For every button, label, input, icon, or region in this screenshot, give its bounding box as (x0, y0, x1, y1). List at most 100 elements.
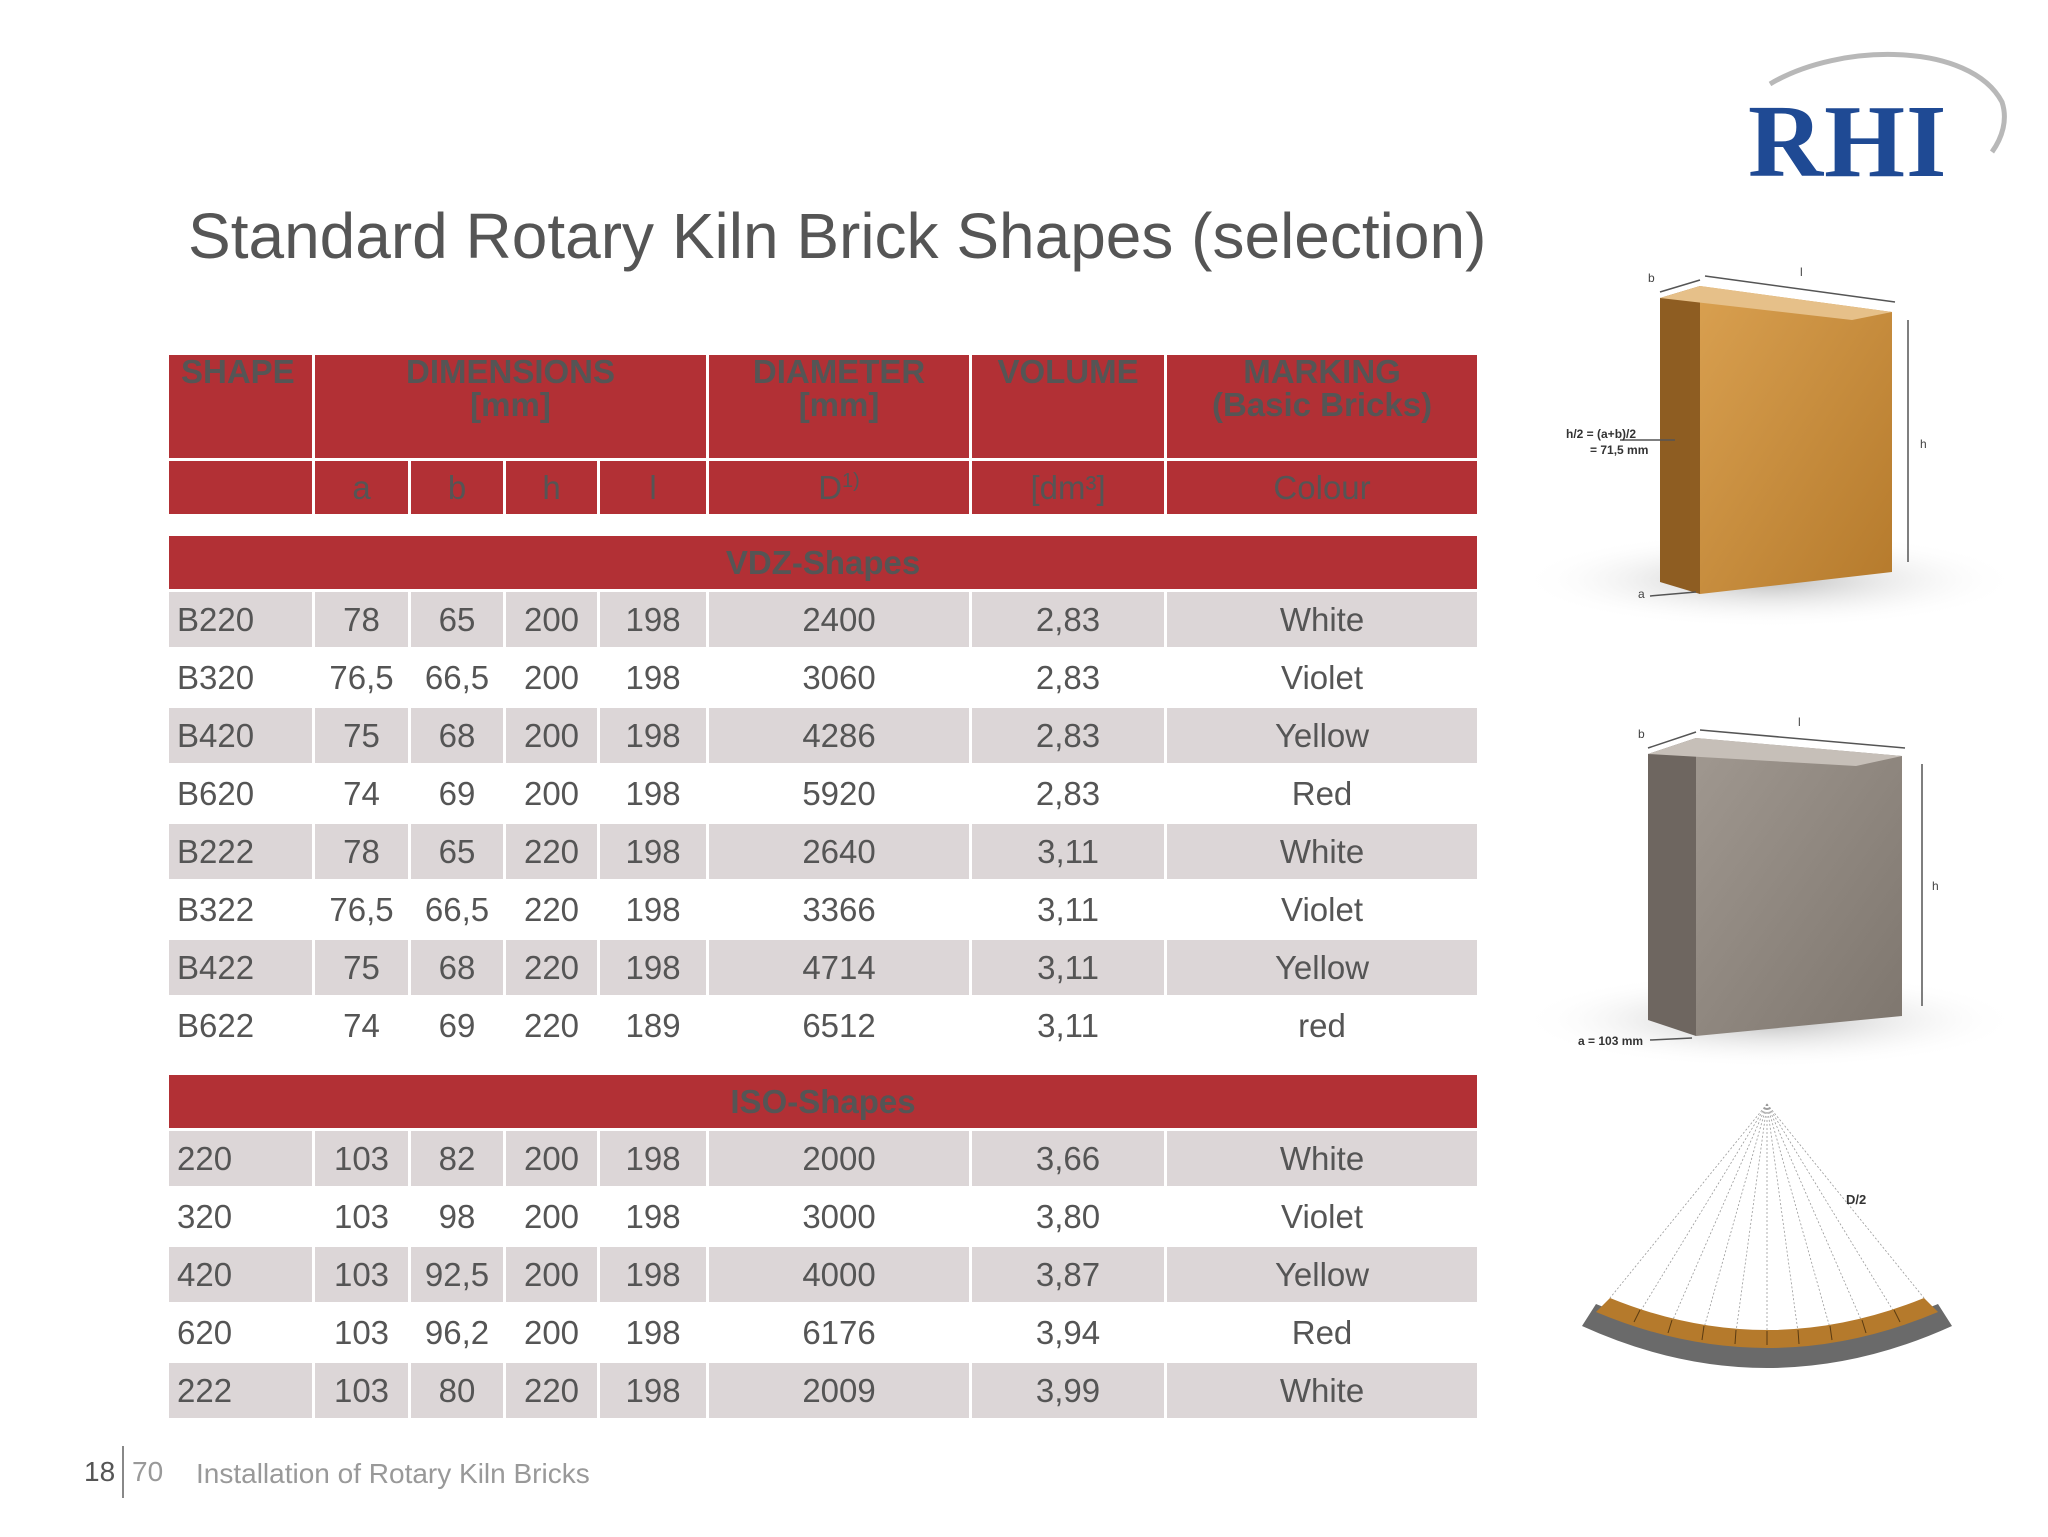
table-cell: 200 (506, 650, 597, 705)
subheader-b: b (411, 461, 503, 514)
table-cell: B622 (169, 998, 312, 1053)
table-cell: 2,83 (972, 592, 1165, 647)
header-diameter-line1: DIAMETER (752, 355, 926, 390)
table-cell: B422 (169, 940, 312, 995)
table-cell: 103 (315, 1305, 408, 1360)
table-cell: 78 (315, 592, 408, 647)
table-cell: 3,99 (972, 1363, 1165, 1418)
subheader-d: D1) (709, 461, 970, 514)
subheader-a: a (315, 461, 408, 514)
table-row: B422 75 68 220 198 4714 3,11 Yellow (169, 940, 1478, 995)
table-cell: 2009 (709, 1363, 970, 1418)
brick1-label-b: b (1648, 271, 1655, 285)
subheader-h: h (506, 461, 597, 514)
table-cell: 2,83 (972, 766, 1165, 821)
table-cell: 5920 (709, 766, 970, 821)
table-cell: 92,5 (411, 1247, 503, 1302)
table-row: B622 74 69 220 189 6512 3,11 red (169, 998, 1478, 1053)
table-cell: B322 (169, 882, 312, 937)
section-spacer (169, 517, 1477, 533)
table-cell: 2640 (709, 824, 970, 879)
table-header-row: SHAPE DIMENSIONS [mm] DIAMETER [mm] VOLU… (169, 355, 1478, 458)
table-cell: Red (1167, 766, 1478, 821)
table-cell: 3,11 (972, 998, 1165, 1053)
table-cell: 82 (411, 1131, 503, 1186)
header-dimensions-line2: [mm] (470, 386, 551, 423)
table-cell: White (1167, 1363, 1478, 1418)
table-cell: 3366 (709, 882, 970, 937)
page-total: 70 (132, 1456, 164, 1487)
section-header-row: ISO-Shapes (169, 1075, 1478, 1128)
header-marking-line2: (Basic Bricks) (1211, 386, 1433, 423)
table-cell: White (1167, 592, 1478, 647)
brick1-label-hhalf-1: h/2 = (a+b)/2 (1566, 427, 1636, 441)
table-cell: 200 (506, 766, 597, 821)
table-cell: 198 (600, 940, 707, 995)
footer-divider (122, 1446, 124, 1498)
table-cell: 198 (600, 592, 707, 647)
rhi-logo: RHI (1740, 50, 2020, 194)
table-cell: B420 (169, 708, 312, 763)
table-cell: Violet (1167, 882, 1478, 937)
header-marking-line1: MARKING (1243, 355, 1401, 390)
table-cell: 76,5 (315, 882, 408, 937)
header-volume: VOLUME (972, 355, 1165, 458)
table-cell: 198 (600, 1305, 707, 1360)
table-cell: 66,5 (411, 882, 503, 937)
table-cell: 103 (315, 1247, 408, 1302)
brick1-label-l: l (1800, 265, 1803, 279)
table-cell: 6512 (709, 998, 970, 1053)
table-row: B620 74 69 200 198 5920 2,83 Red (169, 766, 1478, 821)
header-diameter-line2: [mm] (798, 386, 880, 423)
header-marking: MARKING (Basic Bricks) (1167, 355, 1478, 458)
footer-doc-title: Installation of Rotary Kiln Bricks (196, 1458, 590, 1489)
table-row: 220 103 82 200 198 2000 3,66 White (169, 1131, 1478, 1186)
table-cell: 189 (600, 998, 707, 1053)
brick-illustrations: b l h h/2 = (a+b)/2 = 71,5 mm a b l h (1500, 250, 2040, 1400)
table-cell: White (1167, 1131, 1478, 1186)
table-row: B322 76,5 66,5 220 198 3366 3,11 Violet (169, 882, 1478, 937)
table-cell: 198 (600, 1363, 707, 1418)
table-cell: 75 (315, 708, 408, 763)
table-cell: 98 (411, 1189, 503, 1244)
table-cell: 3,66 (972, 1131, 1165, 1186)
table-cell: 200 (506, 1247, 597, 1302)
iso-brick-illustration: b l h a = 103 mm (1520, 715, 2020, 1068)
table-cell: Violet (1167, 1189, 1478, 1244)
table-cell: 2000 (709, 1131, 970, 1186)
table-cell: 68 (411, 940, 503, 995)
table-row: B222 78 65 220 198 2640 3,11 White (169, 824, 1478, 879)
table-row: 620 103 96,2 200 198 6176 3,94 Red (169, 1305, 1478, 1360)
table-cell: 74 (315, 998, 408, 1053)
section-header-row: VDZ-Shapes (169, 536, 1478, 589)
table-row: B420 75 68 200 198 4286 2,83 Yellow (169, 708, 1478, 763)
table-cell: 222 (169, 1363, 312, 1418)
table-cell: 65 (411, 824, 503, 879)
header-diameter: DIAMETER [mm] (709, 355, 970, 458)
table-cell: 220 (169, 1131, 312, 1186)
table-cell: 220 (506, 824, 597, 879)
table-cell: 2,83 (972, 708, 1165, 763)
table-cell: B222 (169, 824, 312, 879)
table-cell: 3,11 (972, 824, 1165, 879)
section-spacer-cell (169, 517, 1477, 533)
table-cell: B320 (169, 650, 312, 705)
table-cell: 65 (411, 592, 503, 647)
table-cell: 620 (169, 1305, 312, 1360)
table-cell: 66,5 (411, 650, 503, 705)
subheader-d-label: D (818, 469, 843, 506)
brick2-label-l: l (1798, 715, 1801, 729)
header-shape: SHAPE (169, 355, 312, 458)
table-cell: 3,94 (972, 1305, 1165, 1360)
table-cell: 420 (169, 1247, 312, 1302)
table-cell: Yellow (1167, 940, 1478, 995)
table-cell: 200 (506, 1131, 597, 1186)
table-cell: 3060 (709, 650, 970, 705)
table-cell: 198 (600, 1131, 707, 1186)
logo-swoosh-icon (1768, 51, 2007, 154)
table-cell: 103 (315, 1189, 408, 1244)
table-cell: 198 (600, 824, 707, 879)
section-spacer-cell (169, 1056, 1477, 1072)
table-cell: 75 (315, 940, 408, 995)
brick-shapes-table: SHAPE DIMENSIONS [mm] DIAMETER [mm] VOLU… (166, 352, 1480, 1421)
